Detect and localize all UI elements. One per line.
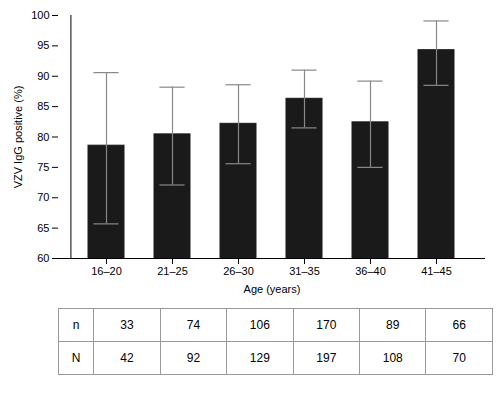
svg-text:95: 95 <box>37 39 49 51</box>
html-text:129: 129 <box>249 351 270 365</box>
html-text:N: N <box>71 351 81 365</box>
html-text:106: 106 <box>249 318 270 332</box>
svg-text:70: 70 <box>37 191 49 203</box>
svg-text:16–20: 16–20 <box>91 265 122 277</box>
svg-text:60: 60 <box>37 252 49 264</box>
svg-text:85: 85 <box>37 100 49 112</box>
svg-text:65: 65 <box>37 222 49 234</box>
html-text:42: 42 <box>120 351 134 365</box>
svg-text:26–30: 26–30 <box>223 265 254 277</box>
svg-text:100: 100 <box>31 9 49 21</box>
svg-text:Age (years): Age (years) <box>244 283 301 295</box>
html-text:70: 70 <box>452 351 466 365</box>
html-text:74: 74 <box>186 318 201 332</box>
html-text:n: n <box>72 318 80 332</box>
svg-text:41–45: 41–45 <box>421 265 452 277</box>
svg-text:80: 80 <box>37 131 49 143</box>
html-text:170: 170 <box>316 318 337 332</box>
svg-text:VZV IgG positive (%): VZV IgG positive (%) <box>12 86 24 189</box>
svg-text:31–35: 31–35 <box>289 265 320 277</box>
html-text:197: 197 <box>316 351 337 365</box>
html-text:92: 92 <box>186 351 201 365</box>
html-text:108: 108 <box>382 351 403 365</box>
svg-text:36–40: 36–40 <box>355 265 386 277</box>
html-text:89: 89 <box>386 318 400 332</box>
svg-text:75: 75 <box>37 161 49 173</box>
html-text:33: 33 <box>120 318 134 332</box>
svg-text:21–25: 21–25 <box>157 265 188 277</box>
html-text:66: 66 <box>452 318 466 332</box>
svg-text:90: 90 <box>37 70 49 82</box>
